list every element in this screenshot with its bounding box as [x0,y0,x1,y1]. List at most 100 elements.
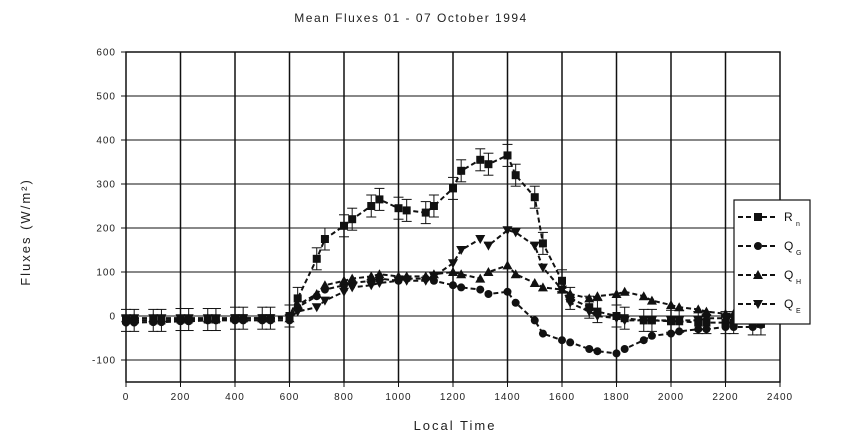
series-line [126,229,761,322]
data-point [538,239,547,248]
data-point [366,281,377,291]
data-point [428,272,439,282]
data-point [593,307,602,316]
data-point [511,171,520,180]
data-point [449,281,457,290]
x-tick-label: 600 [280,392,300,403]
data-point [619,316,630,326]
data-point [529,278,540,287]
legend-label-subscript: E [796,308,801,315]
data-point [148,314,159,324]
data-point [238,314,249,324]
data-point [537,282,548,292]
data-point [693,316,704,326]
data-point [666,316,676,326]
data-point [456,246,467,255]
x-tick-label: 1600 [549,392,575,403]
series-q-e [121,226,766,326]
data-point [693,304,704,314]
data-point [402,206,411,215]
data-point [585,345,594,353]
y-tick-label: 0 [109,312,116,323]
data-point [156,314,167,324]
x-tick-label: 400 [225,392,245,403]
data-point [292,307,303,317]
data-point [702,325,711,334]
data-point [320,235,329,243]
data-point [529,241,540,251]
y-tick-label: 600 [96,48,116,59]
x-axis-label: Local Time [414,418,497,433]
data-point [511,298,520,307]
chart-title: Mean Fluxes 01 - 07 October 1994 [294,11,527,25]
data-point [612,349,621,358]
data-point [619,286,630,296]
x-tick-label: 1800 [603,392,629,403]
data-point [348,215,357,224]
data-point [175,314,186,324]
x-axis-ticks: 0 200 400 600 800 1000 1200 1400 1600 1800 2000 220… [123,382,792,403]
y-tick-label: 400 [96,136,116,147]
data-point [666,300,676,309]
data-point [448,267,458,276]
data-point [674,302,685,312]
legend-label: Q [784,268,793,282]
data-point [129,314,140,324]
data-point [121,314,131,324]
data-point [566,294,575,303]
legend-label: Q [784,239,793,253]
data-point [375,195,384,204]
data-point [449,184,457,193]
y-axis-label: Fluxes (W/m²) [18,178,33,286]
data-point [339,287,349,297]
data-point [483,241,494,251]
data-point [484,160,493,169]
data-point [319,296,330,306]
data-point [647,331,656,340]
data-point [720,314,731,324]
data-point [230,314,240,324]
data-point [366,271,377,281]
data-point [584,307,595,317]
data-point [748,323,757,331]
data-point [646,316,657,326]
data-point [530,316,539,325]
data-point [429,202,438,210]
x-tick-label: 1000 [385,392,411,403]
data-point [394,204,403,213]
y-tick-label: 500 [96,92,116,103]
data-point [611,314,622,324]
data-point [257,314,268,324]
data-point [503,287,512,296]
data-point [646,295,657,305]
data-point [701,314,712,324]
data-point [729,323,738,331]
y-axis-ticks: -100 0 100 200 300 400 500 600 [92,48,126,367]
data-point [347,283,358,293]
legend-marker [754,242,762,250]
legend-marker [753,300,763,309]
series-line [126,264,761,320]
x-tick-label: 1400 [494,392,520,403]
data-point [483,267,494,276]
data-point [420,276,431,286]
data-point [448,259,458,269]
data-point [503,151,512,160]
x-tick-label: 1200 [440,392,466,403]
data-point [475,273,486,283]
data-point [292,300,303,309]
data-point [592,312,603,321]
data-point [367,202,376,210]
data-point [721,323,730,331]
data-point [183,314,194,324]
y-tick-label: -100 [92,356,116,367]
legend-label: R [784,210,793,224]
data-point [537,263,548,273]
data-point [538,329,547,338]
data-point [638,316,649,326]
data-point [421,208,430,217]
data-point [558,276,566,285]
data-point [202,314,213,324]
